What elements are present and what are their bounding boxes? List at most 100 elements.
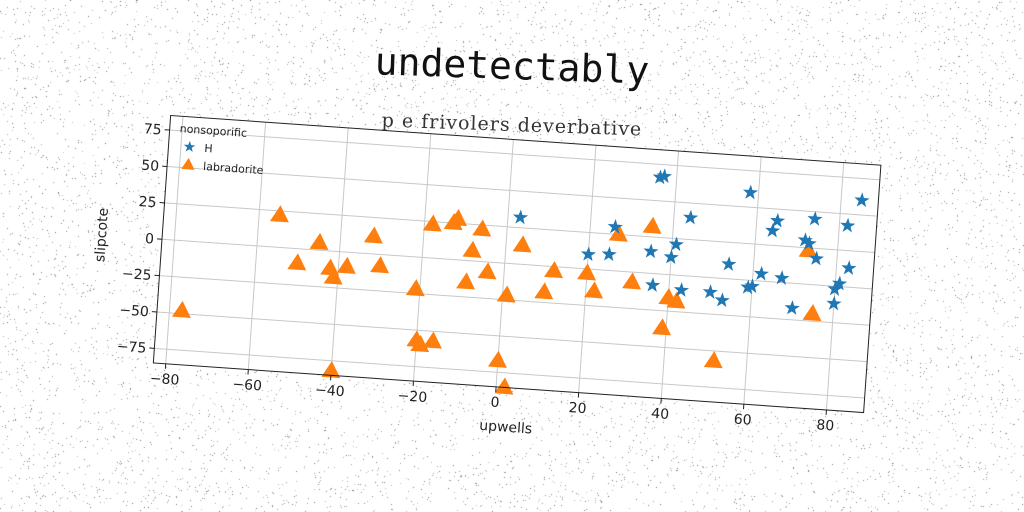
- y-gridline: [167, 165, 878, 217]
- y-tick-label: −50: [119, 302, 150, 320]
- H-point: [740, 279, 756, 295]
- labradorite-point: [410, 335, 430, 353]
- labradorite-point: [608, 224, 628, 242]
- legend-marker-H: [183, 140, 196, 152]
- y-gridline: [169, 129, 880, 181]
- x-tick-label: −40: [314, 382, 345, 400]
- y-gridline: [156, 311, 868, 363]
- y-tick-label: 75: [143, 121, 162, 138]
- data-points: [171, 168, 870, 395]
- H-point: [652, 169, 668, 185]
- labradorite-point: [544, 261, 563, 279]
- x-tick-label: 80: [816, 417, 835, 434]
- labradorite-point: [336, 256, 356, 274]
- labradorite-point: [477, 262, 497, 280]
- H-point: [742, 184, 759, 200]
- H-point: [801, 235, 817, 251]
- labradorite-point: [462, 240, 482, 258]
- x-tick-label: 0: [490, 395, 500, 412]
- labradorite-point: [802, 303, 822, 322]
- y-tick-label: −25: [121, 266, 152, 284]
- y-gridline: [154, 347, 865, 399]
- H-point: [840, 217, 856, 233]
- labradorite-point: [171, 300, 191, 318]
- legend-triangle-marker: [181, 157, 195, 170]
- H-point: [683, 209, 699, 225]
- x-tick-label: −20: [397, 388, 428, 406]
- y-tick-label: 0: [144, 231, 154, 248]
- labradorite-point: [642, 216, 662, 234]
- legend-star-marker: [183, 140, 196, 152]
- labradorite-point: [496, 285, 516, 303]
- labradorite-point: [494, 377, 514, 395]
- H-point: [607, 219, 623, 234]
- labradorite-point: [703, 351, 723, 369]
- labradorite-point: [269, 205, 289, 223]
- H-point: [668, 236, 684, 252]
- axis-ticks: −80 −60 −40 −20 0 20 40 60 80 −75 −50 −25 0 25 50 75: [116, 121, 835, 434]
- legend-label-labradorite: labradorite: [203, 160, 264, 177]
- labradorite-point: [422, 331, 442, 349]
- legend-label-H: H: [204, 142, 213, 156]
- labradorite-point: [323, 267, 343, 285]
- H-point: [808, 250, 825, 266]
- labradorite-point: [652, 318, 672, 336]
- H-point: [673, 282, 690, 297]
- y-axis-label: slipcote: [92, 207, 112, 262]
- labradorite-point: [584, 281, 604, 299]
- labradorite-point: [363, 226, 383, 244]
- labradorite-point: [487, 350, 507, 368]
- y-gridline: [159, 275, 870, 326]
- H-point: [656, 168, 673, 184]
- labradorite-point: [472, 219, 492, 237]
- H-point: [580, 246, 597, 262]
- y-gridline: [161, 238, 873, 290]
- H-point: [807, 211, 823, 226]
- y-tick-label: −75: [116, 339, 147, 357]
- H-point: [765, 222, 781, 238]
- labradorite-point: [534, 282, 554, 300]
- H-point: [663, 249, 679, 265]
- H-point: [714, 292, 730, 308]
- H-point: [841, 260, 857, 276]
- x-tick-label: 40: [651, 406, 670, 423]
- H-point: [601, 246, 617, 262]
- labradorite-point: [577, 263, 597, 281]
- labradorite-point: [309, 232, 329, 251]
- labradorite-point: [287, 253, 307, 271]
- H-point: [774, 270, 790, 285]
- H-point: [784, 300, 800, 315]
- labradorite-point: [422, 214, 442, 232]
- y-tick-label: 25: [138, 194, 157, 211]
- H-point: [832, 275, 848, 291]
- x-tick-label: −60: [232, 376, 263, 394]
- H-point: [826, 295, 842, 311]
- H-point: [702, 284, 718, 299]
- H-point: [721, 256, 737, 271]
- legend-marker-labradorite: [181, 157, 195, 170]
- x-tick-label: 60: [733, 412, 752, 429]
- H-point: [753, 265, 770, 281]
- labradorite-point: [456, 272, 476, 290]
- labradorite-point: [512, 235, 532, 253]
- H-point: [854, 192, 870, 208]
- labradorite-point: [321, 360, 341, 379]
- H-point: [769, 212, 786, 228]
- labradorite-point: [798, 240, 818, 258]
- x-axis-label: upwells: [479, 418, 533, 438]
- labradorite-point: [370, 256, 390, 274]
- labradorite-point: [405, 279, 425, 297]
- H-point: [797, 232, 813, 248]
- legend: nonsoporific H labradorite: [179, 122, 264, 177]
- H-point: [744, 278, 760, 294]
- x-tick-label: −80: [149, 371, 180, 389]
- x-tick-label: 20: [568, 400, 587, 417]
- H-point: [512, 209, 529, 225]
- labradorite-point: [666, 291, 686, 309]
- labradorite-point: [622, 272, 642, 290]
- labradorite-point: [448, 208, 468, 227]
- legend-title: nonsoporific: [179, 122, 247, 140]
- H-point: [645, 277, 661, 292]
- H-point: [643, 243, 659, 259]
